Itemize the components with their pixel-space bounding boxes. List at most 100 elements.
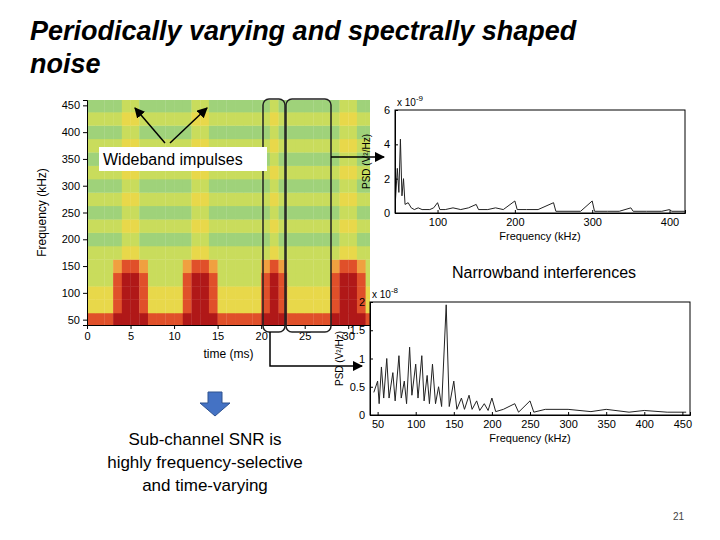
- heatmap-cell: [348, 100, 357, 112]
- heatmap-cell: [287, 192, 296, 206]
- heatmap-cell: [139, 179, 148, 193]
- tick-mark: [83, 186, 87, 187]
- heatmap-cell: [200, 313, 209, 325]
- tick-label: 5: [128, 330, 134, 342]
- tick: 350: [62, 153, 87, 165]
- tick-label: 50: [372, 418, 384, 430]
- heatmap-cell: [183, 219, 192, 233]
- heatmap-cell: [148, 100, 157, 112]
- heatmap-cell: [96, 259, 105, 273]
- heatmap-cell: [226, 219, 235, 233]
- tick-mark: [644, 412, 645, 415]
- heatmap-cell: [113, 233, 122, 247]
- slide-canvas: Periodically varying and spectrally shap…: [0, 0, 720, 540]
- heatmap-cell: [174, 233, 183, 247]
- heatmap-cell: [96, 313, 105, 325]
- heatmap-cell: [287, 286, 296, 300]
- heatmap-cell: [218, 286, 227, 300]
- heatmap-cell: [348, 313, 357, 325]
- heatmap-cell: [200, 273, 209, 287]
- tick-mark: [395, 110, 398, 111]
- heatmap-cell: [87, 246, 96, 260]
- heatmap-cell: [357, 192, 366, 206]
- heatmap-cell: [313, 233, 322, 247]
- heatmap-cell: [157, 206, 166, 220]
- heatmap-cell: [139, 300, 148, 314]
- heatmap-cell: [183, 100, 192, 112]
- heatmap-cell: [331, 219, 340, 233]
- heatmap-cell: [104, 300, 113, 314]
- tick-label: 100: [62, 287, 80, 299]
- heatmap-cell: [183, 192, 192, 206]
- heatmap-cell: [191, 300, 200, 314]
- heatmap-cell: [287, 100, 296, 112]
- heatmap-cell: [296, 286, 305, 300]
- tick-mark: [131, 325, 132, 329]
- heatmap-cell: [200, 300, 209, 314]
- heatmap-cell: [87, 233, 96, 247]
- tick-mark: [370, 415, 373, 416]
- heatmap-cell: [157, 179, 166, 193]
- title-line: noise: [30, 49, 101, 79]
- tick-label: 6: [384, 104, 390, 116]
- heatmap-cell: [235, 192, 244, 206]
- tick: 15: [212, 325, 224, 342]
- heatmap-cell: [87, 219, 96, 233]
- heatmap-cell: [183, 286, 192, 300]
- tick-label: 300: [584, 216, 602, 228]
- tick-label: 200: [483, 418, 501, 430]
- heatmap-cell: [191, 273, 200, 287]
- heatmap-cell: [148, 273, 157, 287]
- heatmap-cell: [157, 246, 166, 260]
- heatmap-cell: [148, 259, 157, 273]
- note-line: and time-varying: [142, 476, 268, 495]
- heatmap-cell: [87, 192, 96, 206]
- tick-label: 2: [384, 173, 390, 185]
- tick-label: 2: [359, 296, 365, 308]
- heatmap-cell: [122, 179, 131, 193]
- heatmap-cell: [244, 246, 253, 260]
- tick: 0: [359, 409, 373, 421]
- heatmap-cell: [296, 179, 305, 193]
- heatmap-cell: [157, 313, 166, 325]
- heatmap-cell: [218, 192, 227, 206]
- heatmap-cell: [322, 112, 331, 126]
- heatmap-cell: [313, 139, 322, 153]
- heatmap-cell: [244, 100, 253, 112]
- heatmap-cell: [209, 246, 218, 260]
- heatmap-cell: [174, 179, 183, 193]
- heatmap-cell: [191, 246, 200, 260]
- heatmap-cell: [122, 300, 131, 314]
- heatmap-cell: [183, 300, 192, 314]
- heatmap-cell: [174, 286, 183, 300]
- tick: 300: [584, 210, 602, 228]
- y-axis: 00.511.52: [350, 296, 373, 421]
- tick-mark: [492, 412, 493, 415]
- heatmap-cell: [348, 166, 357, 180]
- heatmap-cell: [252, 179, 261, 193]
- heatmap-cell: [340, 112, 349, 126]
- tick: 20: [256, 325, 268, 342]
- heatmap-cell: [157, 192, 166, 206]
- heatmap-cell: [96, 125, 105, 139]
- heatmap-cell: [104, 219, 113, 233]
- heatmap-cell: [366, 246, 370, 260]
- heatmap-cell: [287, 166, 296, 180]
- heatmap-cell: [244, 259, 253, 273]
- heatmap-cell: [331, 259, 340, 273]
- heatmap-cell: [87, 313, 96, 325]
- heatmap-cell: [305, 206, 314, 220]
- heatmap-cell: [331, 166, 340, 180]
- heatmap-cell: [183, 179, 192, 193]
- tick: 400: [661, 210, 679, 228]
- heatmap-cell: [157, 286, 166, 300]
- heatmap-cell: [348, 300, 357, 314]
- heatmap-cell: [96, 286, 105, 300]
- heatmap-cell: [191, 286, 200, 300]
- tick-label: 450: [674, 418, 692, 430]
- heatmap-cell: [270, 286, 279, 300]
- heatmap-cell: [252, 233, 261, 247]
- heatmap-cell: [148, 233, 157, 247]
- heatmap-cell: [252, 206, 261, 220]
- heatmap-cell: [183, 246, 192, 260]
